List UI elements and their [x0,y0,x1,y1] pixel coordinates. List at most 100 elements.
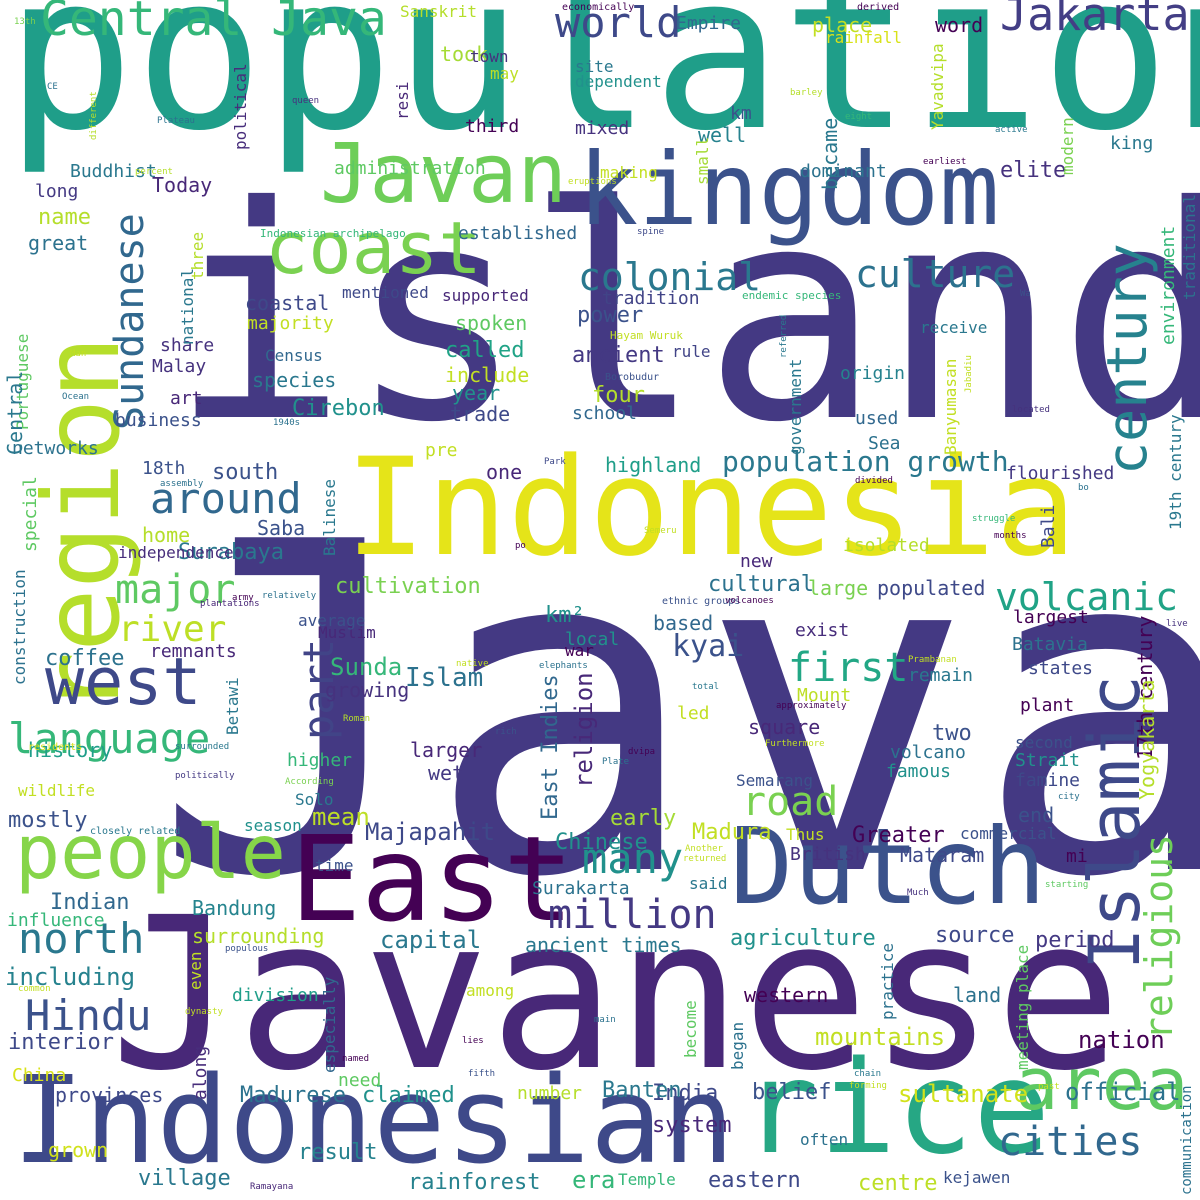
word-kyai: kyai [672,629,745,664]
word-roman: Roman [343,714,371,724]
word-cirebon: Cirebon [292,396,385,421]
word-semeru: Semeru [644,526,677,536]
word-one: one [486,460,523,484]
word-according: According [285,777,334,787]
word-highland: highland [605,453,702,477]
word-coast: coast [265,206,482,290]
word-starting: starting [1045,880,1089,890]
word-common: common [18,984,51,994]
word-temple: Temple [618,1170,676,1189]
word-environment: environment [1158,225,1179,345]
word-live: live [1166,619,1188,629]
word-area: area [1015,1042,1189,1126]
word-larger: larger [410,738,483,762]
word-called: called [445,338,525,363]
word-park: Park [544,457,566,467]
word-native: native [456,659,489,669]
word-resi: resi [393,81,412,120]
word-furthermore: Furthermore [765,739,825,749]
word-yogyakarta: Yogyakarta [1135,679,1159,800]
word-war: war [565,641,594,660]
word-jabadiu: Jabadiu [964,355,974,393]
word-three: three [188,231,207,280]
word-approximately: approximately [776,701,847,711]
word-art: art [170,388,203,409]
word-home: home [142,523,191,547]
word-south: south [212,460,279,485]
word-buddhist: Buddhist [70,161,157,182]
word-bandung: Bandung [192,896,277,920]
word-plant: plant [1020,695,1075,716]
word-kingdom: kingdom [578,131,1000,248]
word-special: special [20,476,41,552]
word-among: among [466,981,515,1000]
word-dutch: Dutch [730,806,1047,928]
word-average: average [298,611,366,630]
word-elephants: elephants [539,661,588,671]
word-km2: km² [545,603,585,628]
word-months: months [994,531,1027,541]
word-pre: pre [425,440,458,461]
word-two: two [932,721,972,746]
word-queen: queen [292,96,320,106]
word-often: often [800,1130,849,1149]
word-influence: influence [7,910,105,931]
word-central: Central [3,370,27,455]
word-madura: Madura [692,820,772,845]
word-wildlife: wildlife [18,781,96,800]
word-malay: Malay [152,356,207,377]
word-exist: exist [795,620,850,641]
word-wet: wet [428,761,465,785]
word-trade: trade [450,402,511,426]
word-road: road [742,779,839,825]
word-sanskrit-small: economically [562,2,635,13]
word-said: said [689,874,728,893]
word-began: began [728,1021,747,1070]
word-java: Java [152,448,1200,977]
word-four: four [592,383,645,408]
word-named: named [342,1054,370,1064]
word-volcanoes: volcanoes [725,596,774,606]
word-surakarta: Surakarta [532,878,630,899]
word-mostly: mostly [8,808,88,833]
word-species: species [252,368,337,392]
word-populous: populous [225,944,269,954]
word-central-java: Central Java [40,0,387,47]
word-po: po [515,541,526,551]
word-rainforest: rainforest [408,1170,541,1195]
word-religion: religion [570,672,598,788]
word-sanskrit: Sanskrit [400,2,478,21]
word-surabaya: Surabaya [178,540,284,565]
word-meeting-place: meeting place [1013,944,1032,1070]
word-first: first [788,645,909,691]
word-word: word [935,13,984,37]
word-surrounded: surrounded [175,742,230,752]
word-remain: remain [908,665,974,686]
word-residents: residents [28,742,83,753]
word-wa: Wa [1020,289,1031,299]
word-world: world [555,0,682,47]
word-flourished: flourished [1006,463,1115,484]
word-forming: forming [849,1081,887,1091]
word-era: era [572,1166,616,1194]
word-closely-related: closely related [90,826,181,837]
word-fifth: fifth [468,1069,496,1079]
word-balinese: Balinese [320,478,339,556]
word-government: government [786,358,805,455]
word-around: around [150,474,302,523]
word-indian: Indian [50,890,130,915]
word-local: local [565,629,620,650]
word-including: including [5,963,136,991]
word-especially: especially [320,976,339,1073]
word-eastern: eastern [708,1168,801,1193]
word-struggle: struggle [972,514,1016,524]
word-nation: nation [1078,1026,1165,1054]
word-endemic-species: endemic species [742,289,842,302]
word-populated: populated [877,576,986,600]
word-site: site [575,57,614,76]
word-mentioned: mentioned [342,283,429,302]
word-much: Much [907,888,929,898]
word-greater: Greater [852,823,945,848]
word-population: population [5,0,1200,178]
word-indonesian: Indonesian [12,1052,735,1191]
